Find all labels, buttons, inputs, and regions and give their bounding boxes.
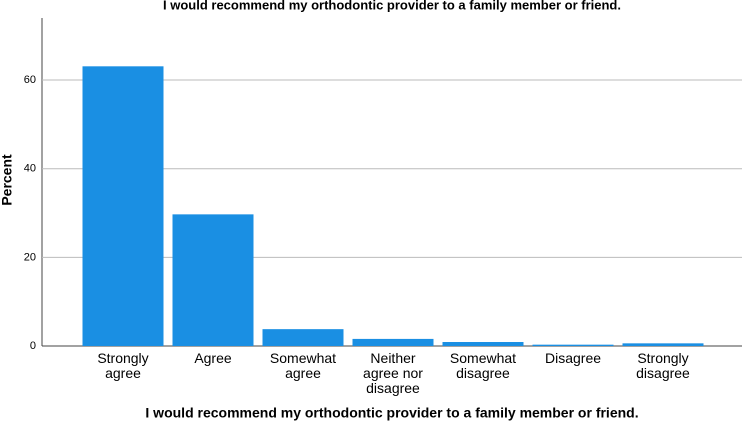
y-tick-label: 20: [24, 251, 36, 263]
x-tick-label: Somewhat disagree: [449, 350, 517, 381]
x-tick-label: Agree: [194, 350, 232, 366]
y-tick-label: 60: [24, 74, 36, 86]
bar: [442, 342, 524, 346]
chart-title: I would recommend my orthodontic provide…: [163, 0, 621, 12]
bar: [352, 338, 434, 346]
bar: [622, 343, 704, 346]
bar: [532, 344, 614, 346]
y-axis-label: Percent: [0, 154, 15, 206]
y-tick-label: 0: [30, 340, 36, 352]
x-axis-label: I would recommend my orthodontic provide…: [145, 405, 638, 421]
y-tick-label: 40: [24, 163, 36, 175]
x-tick-label: Disagree: [544, 350, 602, 366]
x-tick-label: Somewhat agree: [269, 350, 337, 381]
bar: [82, 66, 164, 347]
x-tick-label: Neither agree nor disagree: [363, 350, 423, 396]
bar: [172, 214, 254, 346]
x-tick-label: Strongly agree: [97, 350, 149, 381]
x-tick-label: Strongly disagree: [636, 350, 690, 381]
bar: [262, 329, 344, 346]
